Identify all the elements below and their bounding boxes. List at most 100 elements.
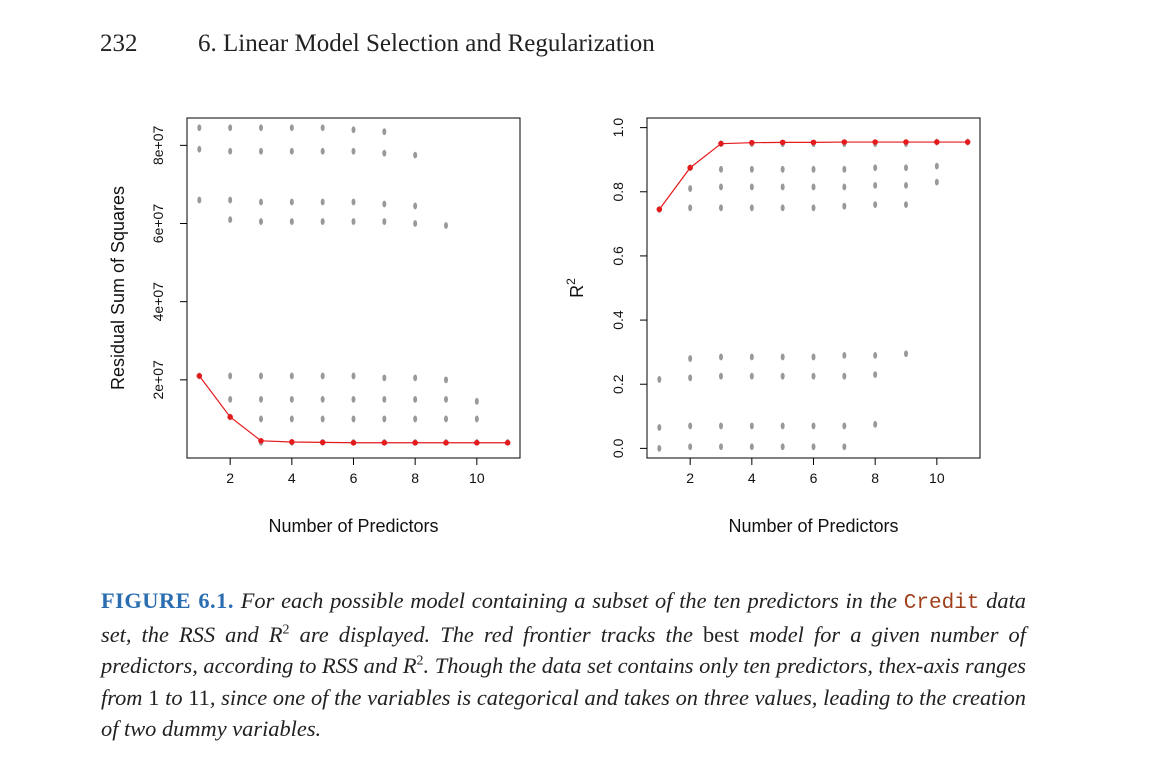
model-point [228, 372, 233, 380]
frontier-point [381, 439, 388, 446]
caption-text-6: -axis ranges from [101, 653, 1026, 710]
figure-label: FIGURE 6.1. [101, 588, 234, 613]
model-point [289, 147, 294, 155]
model-point [780, 422, 785, 430]
model-point [351, 218, 356, 225]
y-axis-label: Residual Sum of Squares [108, 186, 128, 390]
model-point [904, 201, 908, 209]
model-point [873, 201, 878, 209]
model-point [259, 372, 263, 380]
model-point [780, 165, 785, 173]
model-point [444, 376, 448, 384]
x-tick-label: 8 [411, 470, 419, 486]
model-point [719, 372, 723, 380]
frontier-point [196, 373, 203, 379]
model-point [413, 374, 418, 382]
model-point [811, 443, 816, 451]
model-point [842, 372, 847, 380]
frontier-point [474, 439, 480, 446]
frontier-point [779, 139, 786, 146]
model-point [688, 374, 693, 382]
model-point [413, 151, 418, 159]
x-axis-label: Number of Predictors [268, 516, 438, 536]
model-point [780, 204, 785, 212]
model-point [351, 395, 356, 403]
model-point [228, 395, 233, 403]
model-point [197, 196, 202, 204]
model-point [351, 198, 356, 206]
model-point [259, 415, 263, 423]
model-point [780, 183, 785, 191]
model-point [444, 415, 448, 423]
caption-r-sup: 2 [282, 622, 290, 638]
frontier-point [810, 139, 817, 146]
model-point [873, 371, 878, 379]
model-point [811, 422, 816, 430]
y-tick-label: 0.2 [610, 374, 626, 394]
frontier-point [687, 164, 693, 171]
y-tick-label: 0.0 [610, 438, 626, 458]
model-point [749, 183, 754, 191]
x-tick-label: 8 [871, 470, 879, 486]
model-point [749, 353, 754, 361]
model-point [811, 165, 816, 173]
y-tick-label: 2e+07 [150, 360, 166, 400]
model-point [320, 372, 325, 380]
model-point [382, 128, 387, 136]
model-point [657, 376, 662, 383]
frontier-point [841, 139, 848, 145]
model-point [749, 372, 754, 380]
model-point [873, 420, 878, 428]
y-axis-label-superscript: 2 [564, 278, 578, 285]
model-point [749, 204, 754, 212]
model-point [289, 198, 294, 206]
caption-text-1: For each possible model containing a sub… [240, 588, 897, 613]
model-point [382, 218, 387, 225]
figure-caption: FIGURE 6.1. For each possible model cont… [101, 585, 1026, 744]
model-point [259, 198, 263, 206]
model-point [289, 395, 294, 403]
caption-best: best [702, 622, 740, 648]
model-point [934, 178, 939, 186]
model-point [351, 372, 356, 380]
model-point [842, 183, 847, 191]
model-point [197, 124, 202, 132]
y-tick-label: 0.4 [610, 310, 626, 330]
model-point [688, 355, 693, 362]
model-point [228, 196, 233, 204]
frontier-point [964, 139, 971, 145]
model-point [749, 443, 754, 451]
model-point [873, 181, 878, 189]
model-point [719, 443, 723, 451]
model-point [351, 415, 356, 423]
frontier-point [258, 438, 264, 444]
model-point [444, 395, 448, 403]
model-point [351, 126, 356, 134]
page-number: 232 [100, 30, 138, 57]
model-point [228, 216, 233, 224]
model-point [382, 374, 387, 382]
model-point [413, 202, 418, 210]
model-point [719, 422, 723, 430]
y-tick-label: 1.0 [610, 118, 626, 138]
model-point [259, 147, 263, 155]
model-point [811, 353, 816, 361]
caption-code-credit: Credit [903, 592, 980, 615]
model-point [289, 415, 294, 423]
model-point [904, 181, 908, 189]
model-point [934, 162, 939, 170]
model-point [259, 218, 263, 225]
model-point [688, 422, 693, 430]
model-point [657, 424, 662, 431]
model-point [904, 164, 908, 172]
model-point [382, 149, 387, 157]
frontier-point [227, 414, 233, 420]
frontier-point [289, 439, 295, 445]
chapter-title: 6. Linear Model Selection and Regulariza… [198, 30, 655, 57]
model-point [842, 351, 847, 359]
model-point [382, 415, 387, 423]
model-point [320, 124, 325, 132]
model-point [780, 372, 785, 380]
model-point [719, 353, 723, 361]
model-point [444, 222, 448, 229]
